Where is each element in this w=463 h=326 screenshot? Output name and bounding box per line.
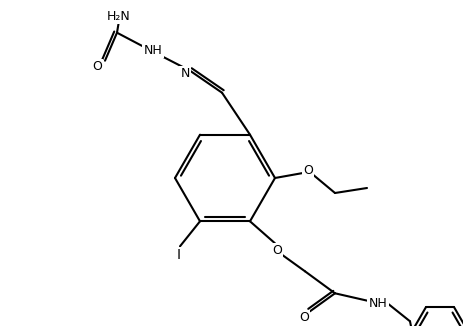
Text: N: N <box>180 67 189 80</box>
Text: O: O <box>299 311 308 324</box>
Text: NH: NH <box>368 297 387 310</box>
Text: O: O <box>302 164 312 176</box>
Text: H₂N: H₂N <box>107 10 131 23</box>
Text: O: O <box>271 244 282 257</box>
Text: I: I <box>176 248 181 262</box>
Text: NH: NH <box>144 44 162 57</box>
Text: O: O <box>92 60 102 73</box>
